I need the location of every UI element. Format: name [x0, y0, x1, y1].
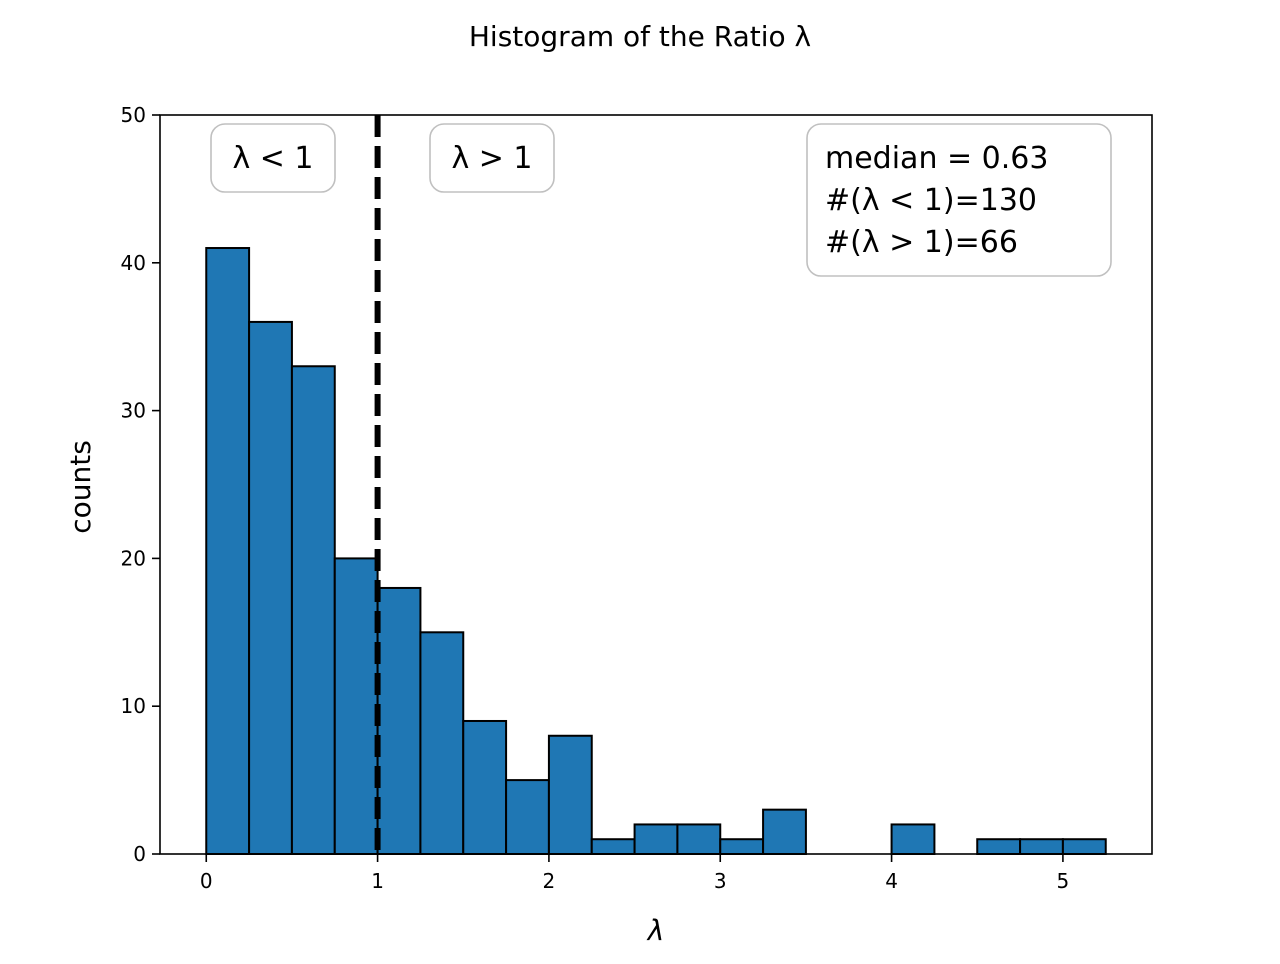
x-axis-ticks: 0 1 2 3 4 5 [200, 854, 1069, 893]
histogram-bar-7 [505, 779, 550, 855]
stats-median: median = 0.63 [825, 141, 1048, 176]
y-tick-label-40: 40 [121, 251, 146, 275]
histogram-bar-1 [248, 320, 293, 856]
x-tick-label-4: 4 [885, 869, 898, 893]
histogram-bar-10 [633, 823, 679, 856]
histogram-bar-20 [1061, 838, 1107, 855]
histogram-bar-5 [419, 631, 465, 855]
y-tick-label-10: 10 [121, 694, 146, 718]
histogram-bar-8 [547, 734, 593, 856]
bars-layer [205, 247, 1107, 856]
histogram-bar-19 [1019, 838, 1064, 855]
y-axis-ticks: 0 10 20 30 40 50 [121, 103, 160, 866]
histogram-bar-3 [333, 557, 379, 856]
histogram-bar-13 [762, 808, 807, 855]
x-tick-label-5: 5 [1057, 869, 1070, 893]
histogram-bar-2 [290, 365, 336, 855]
histogram-bar-11 [676, 823, 722, 856]
histogram-bar-12 [719, 838, 765, 855]
stats-count-above: #(λ > 1)=66 [825, 225, 1018, 260]
histogram-bar-0 [205, 247, 251, 855]
histogram-bar-4 [376, 586, 422, 856]
histogram-bar-18 [976, 838, 1022, 855]
stats-count-below: #(λ < 1)=130 [825, 183, 1037, 218]
x-axis-label: λ [646, 914, 665, 947]
histogram-bar-6 [462, 719, 508, 855]
annotation-stats-box: median = 0.63 #(λ < 1)=130 #(λ > 1)=66 [806, 123, 1112, 277]
y-tick-label-30: 30 [121, 399, 146, 423]
x-tick-label-0: 0 [200, 869, 213, 893]
y-tick-label-0: 0 [133, 842, 146, 866]
chart-title: Histogram of the Ratio λ [469, 20, 811, 53]
histogram-bar-16 [890, 823, 936, 856]
annotation-left-text: λ < 1 [232, 141, 313, 176]
x-tick-label-1: 1 [371, 869, 384, 893]
histogram-bar-9 [590, 838, 636, 855]
y-tick-label-50: 50 [121, 103, 146, 127]
x-tick-label-3: 3 [714, 869, 727, 893]
y-axis-label: counts [64, 440, 97, 534]
plot-frame [159, 114, 1153, 855]
annotation-lambda-less-than-one: λ < 1 [210, 123, 336, 193]
x-tick-label-2: 2 [543, 869, 556, 893]
annotation-lambda-greater-than-one: λ > 1 [429, 123, 555, 193]
annotation-right-text: λ > 1 [451, 141, 532, 176]
y-tick-label-20: 20 [121, 546, 146, 570]
